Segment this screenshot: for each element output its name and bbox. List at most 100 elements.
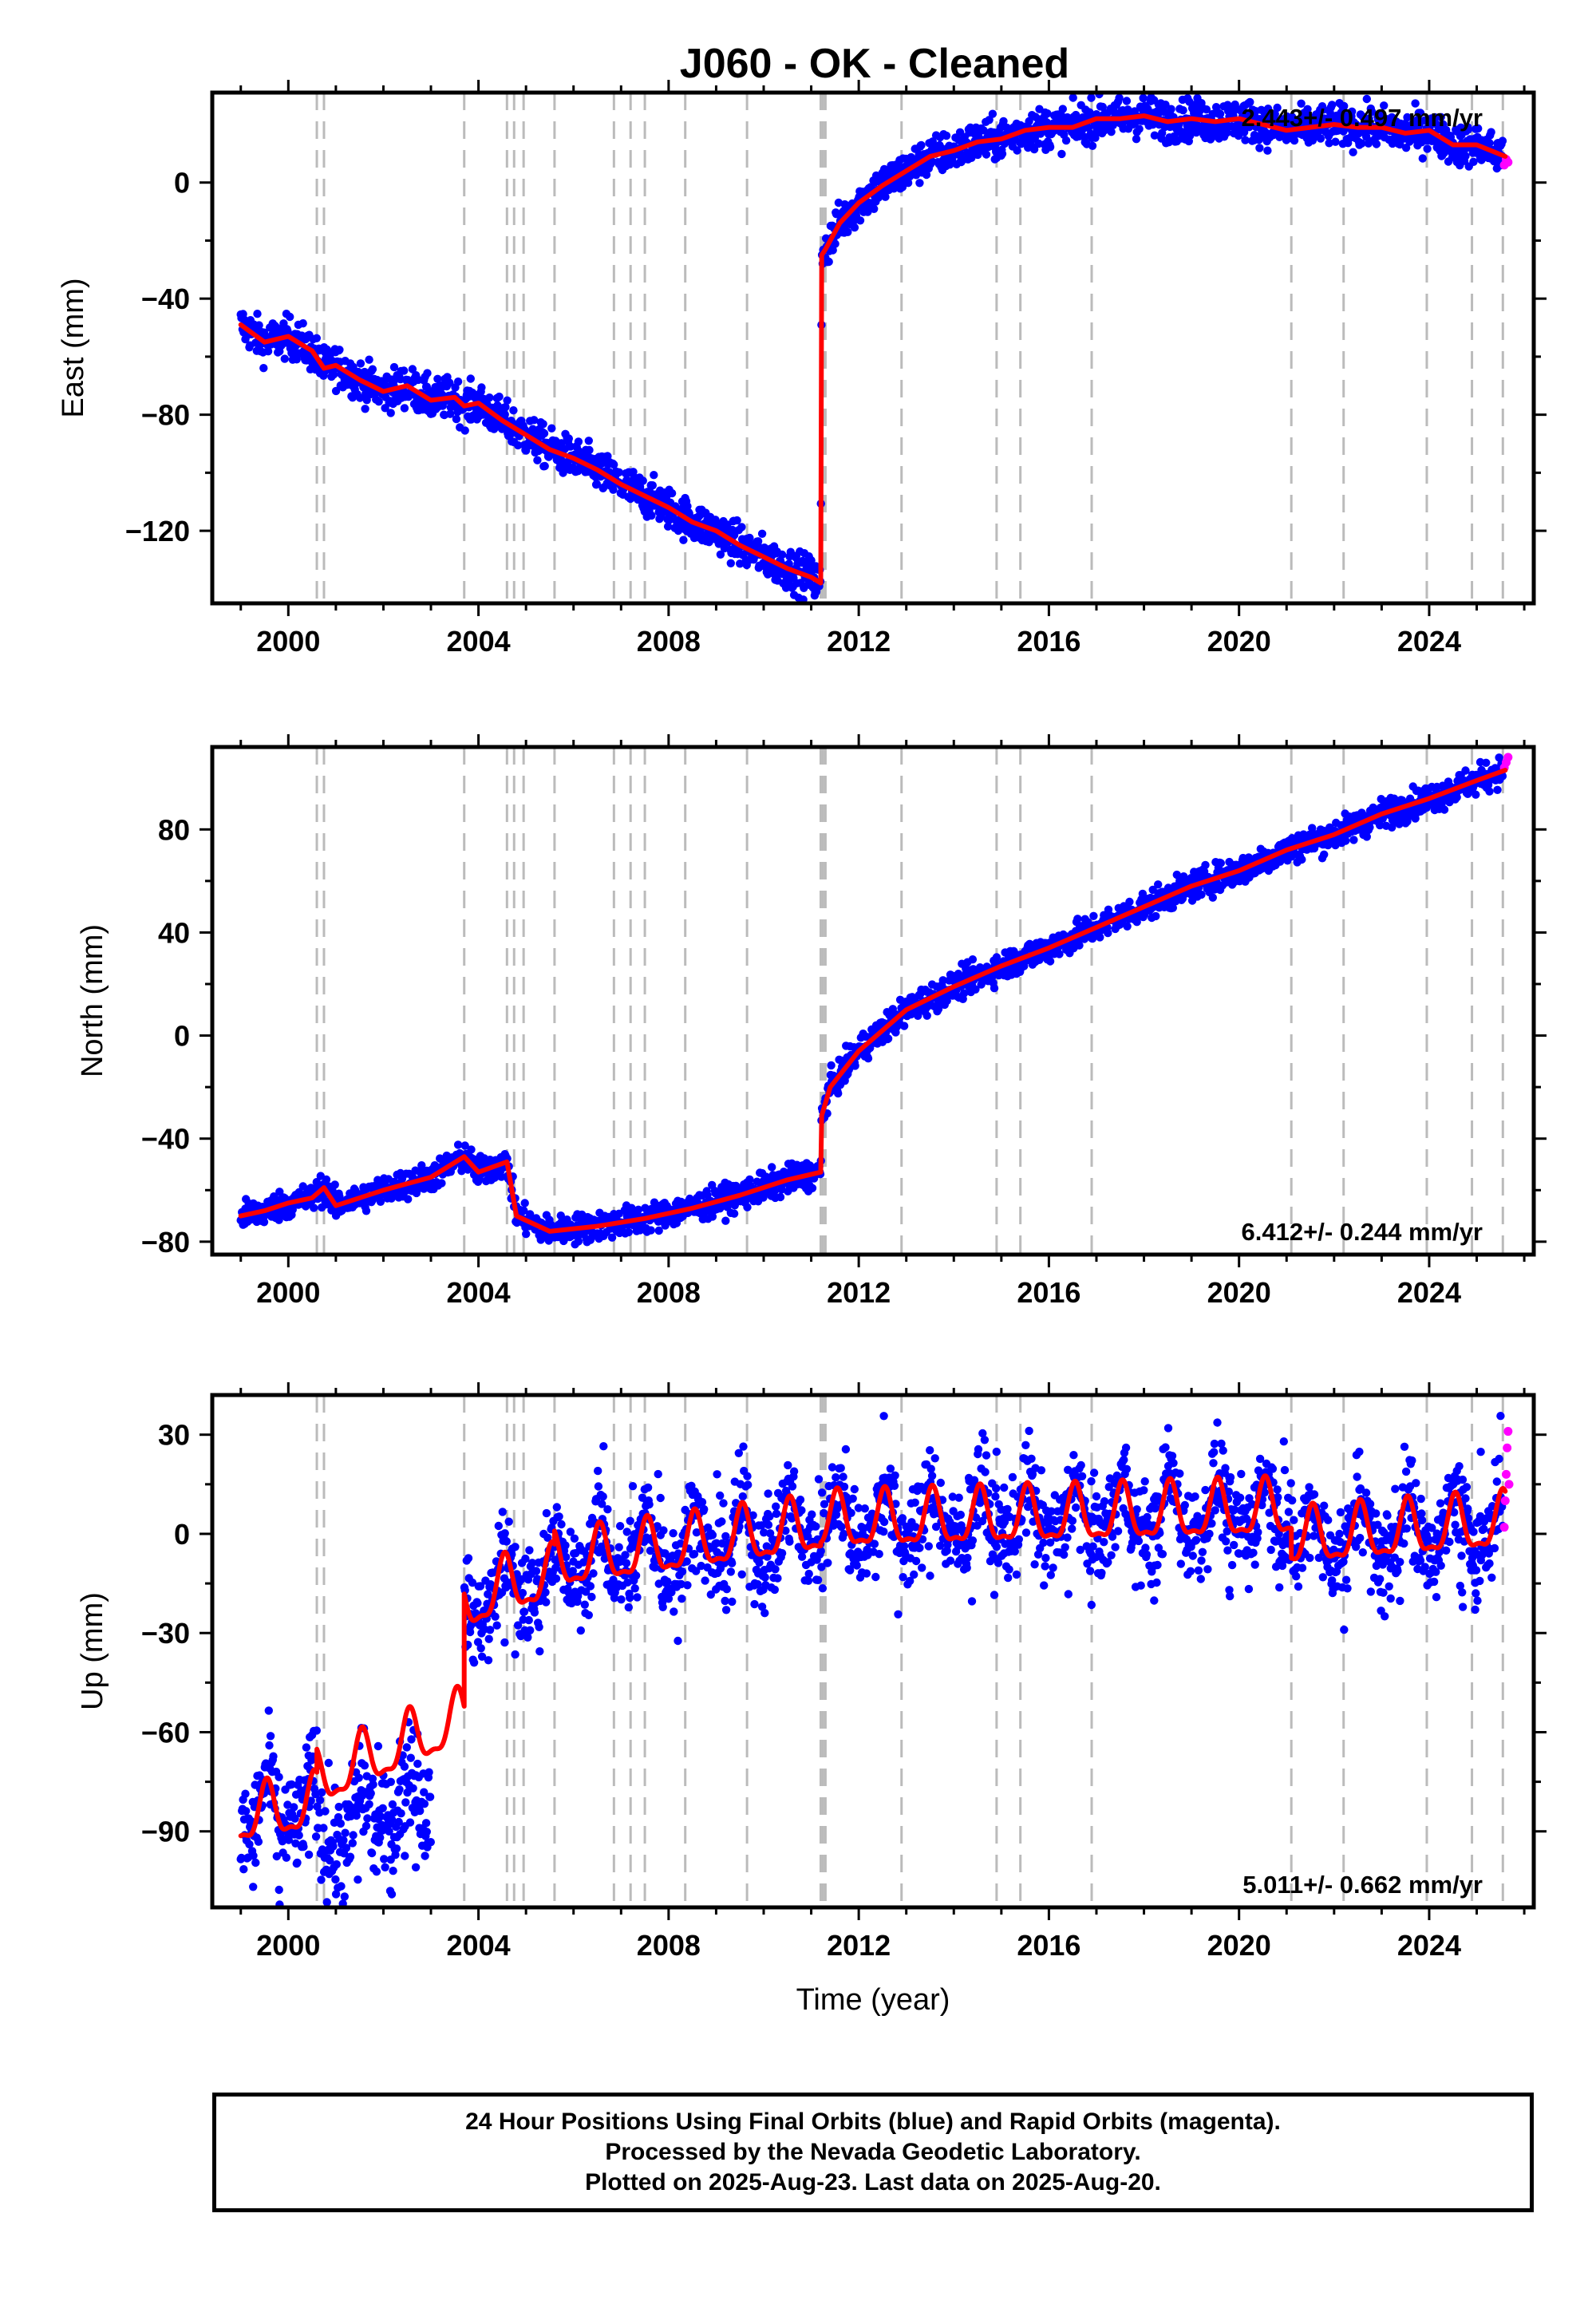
data-point [336,1819,345,1828]
data-point [355,393,365,402]
data-point [504,1517,513,1526]
data-point [934,1005,943,1014]
data-point [523,1633,532,1642]
data-point [389,1867,397,1875]
x-tick-label: 2012 [827,625,891,658]
data-point [634,1205,643,1215]
data-point [1273,103,1282,113]
data-point [346,1852,355,1861]
data-point [988,109,998,118]
final-orbit-points [236,1412,1507,1907]
data-point [1168,903,1178,912]
data-point [1139,93,1148,103]
data-point [259,364,268,373]
data-point [1123,922,1132,931]
data-point [466,374,475,383]
data-point [494,1521,503,1531]
data-point [404,1195,413,1203]
data-point [1057,149,1066,159]
data-point [770,1187,779,1196]
data-point [509,406,518,415]
y-tick-label: 0 [174,1020,190,1053]
data-point [497,1172,506,1181]
data-point [241,1789,250,1798]
data-point [1430,113,1440,122]
data-point [574,437,583,446]
data-point [321,1807,330,1816]
data-point [1493,785,1502,794]
data-point [899,1022,909,1030]
data-point [386,409,395,417]
data-point [1215,109,1225,118]
x-tick-label: 2024 [1397,1276,1461,1309]
data-point [1135,124,1144,133]
data-point [498,1508,507,1516]
data-point [385,1827,393,1836]
model-fit-line [238,768,1508,1234]
data-point [776,1192,785,1202]
data-point [311,1832,321,1841]
data-point [1377,113,1385,122]
data-point [753,537,763,546]
data-point [311,1789,320,1799]
data-point [477,1652,487,1661]
data-point [1331,137,1340,146]
data-point [477,383,486,392]
data-point [518,1588,527,1598]
data-point [733,516,741,525]
data-point [422,1828,431,1836]
data-point [1132,135,1141,144]
data-point [716,550,725,559]
data-point [1167,105,1175,113]
data-point [883,1034,893,1043]
data-point [453,377,463,386]
data-point [460,426,469,435]
data-point [745,1175,754,1184]
y-tick-label: −40 [141,1123,190,1156]
data-point [460,1141,469,1150]
data-point [253,310,262,318]
data-point [322,345,331,354]
data-point [547,424,556,433]
data-point [1122,97,1132,105]
data-point [334,1812,343,1822]
data-point [420,1788,429,1796]
data-point [584,437,593,445]
data-point [329,1842,338,1851]
data-point [467,1145,476,1154]
data-point [992,953,1001,962]
data-point [614,468,623,476]
data-point [389,362,399,372]
data-point [239,1865,248,1874]
data-point [881,192,890,201]
data-point [1482,758,1491,767]
y-tick-label: 40 [158,916,190,949]
data-point [1089,911,1098,921]
data-point [406,1753,415,1762]
data-point [990,984,999,993]
data-point [663,522,673,531]
x-tick-label: 2000 [256,1276,320,1309]
data-point [1073,915,1082,923]
data-point [1202,105,1211,114]
data-point [465,1627,475,1637]
data-point [1452,792,1461,802]
data-point [416,1806,425,1816]
data-point [1420,116,1429,125]
data-point [1485,787,1494,796]
data-point [484,1590,492,1599]
data-point [1239,128,1249,136]
y-tick-label: −80 [141,399,190,432]
data-point [340,1892,349,1901]
data-point [525,1546,534,1555]
y-tick-label: −120 [125,515,190,547]
data-point [922,170,931,180]
data-point [520,1199,529,1207]
data-point [392,1844,401,1853]
data-point [834,1089,843,1098]
data-point [522,1230,531,1239]
data-point [1388,823,1396,832]
data-point [349,1831,358,1840]
data-point [807,556,816,565]
data-point [851,1061,859,1070]
